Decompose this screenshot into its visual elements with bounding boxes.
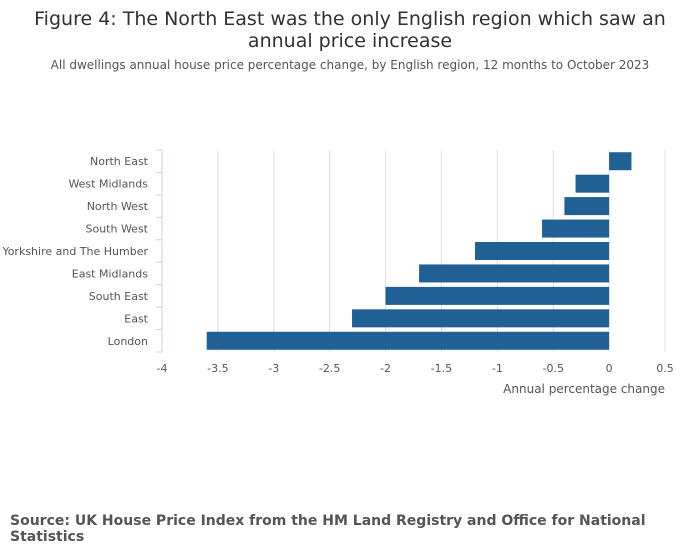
bar-south-west bbox=[542, 219, 610, 238]
y-tick-label: North West bbox=[87, 200, 149, 213]
x-tick-label: -4 bbox=[157, 362, 168, 375]
y-tick-label: North East bbox=[90, 155, 149, 168]
x-tick-label: -1.5 bbox=[431, 362, 452, 375]
x-tick-label: -2.5 bbox=[319, 362, 340, 375]
chart-subtitle: All dwellings annual house price percent… bbox=[50, 58, 650, 72]
x-tick-label: -3.5 bbox=[207, 362, 228, 375]
chart-title: Figure 4: The North East was the only En… bbox=[34, 8, 666, 52]
x-axis-label: Annual percentage change bbox=[503, 382, 665, 396]
bar-south-east bbox=[385, 286, 610, 305]
bar-east bbox=[352, 309, 610, 328]
x-tick-label: -1 bbox=[492, 362, 503, 375]
x-tick-label: 0 bbox=[606, 362, 613, 375]
y-tick-label: South West bbox=[85, 223, 148, 236]
source-note: Source: UK House Price Index from the HM… bbox=[10, 513, 646, 545]
y-tick-label: West Midlands bbox=[68, 178, 148, 191]
x-tick-label: 0.5 bbox=[656, 362, 674, 375]
bar-london bbox=[206, 331, 610, 350]
y-tick-label: Yorkshire and The Humber bbox=[1, 245, 148, 258]
y-tick-label: South East bbox=[89, 290, 149, 303]
bar-north-west bbox=[564, 197, 610, 216]
bar-yorkshire-and-the-humber bbox=[474, 242, 610, 260]
y-tick-label: East bbox=[124, 312, 148, 325]
y-tick-label: East Midlands bbox=[72, 267, 149, 280]
y-tick-label: London bbox=[108, 335, 148, 348]
bar-west-midlands bbox=[575, 174, 610, 193]
bar-east-midlands bbox=[419, 264, 610, 283]
x-tick-label: -0.5 bbox=[542, 362, 563, 375]
x-tick-label: -2 bbox=[380, 362, 391, 375]
bar-north-east bbox=[609, 152, 632, 171]
x-tick-label: -3 bbox=[268, 362, 279, 375]
